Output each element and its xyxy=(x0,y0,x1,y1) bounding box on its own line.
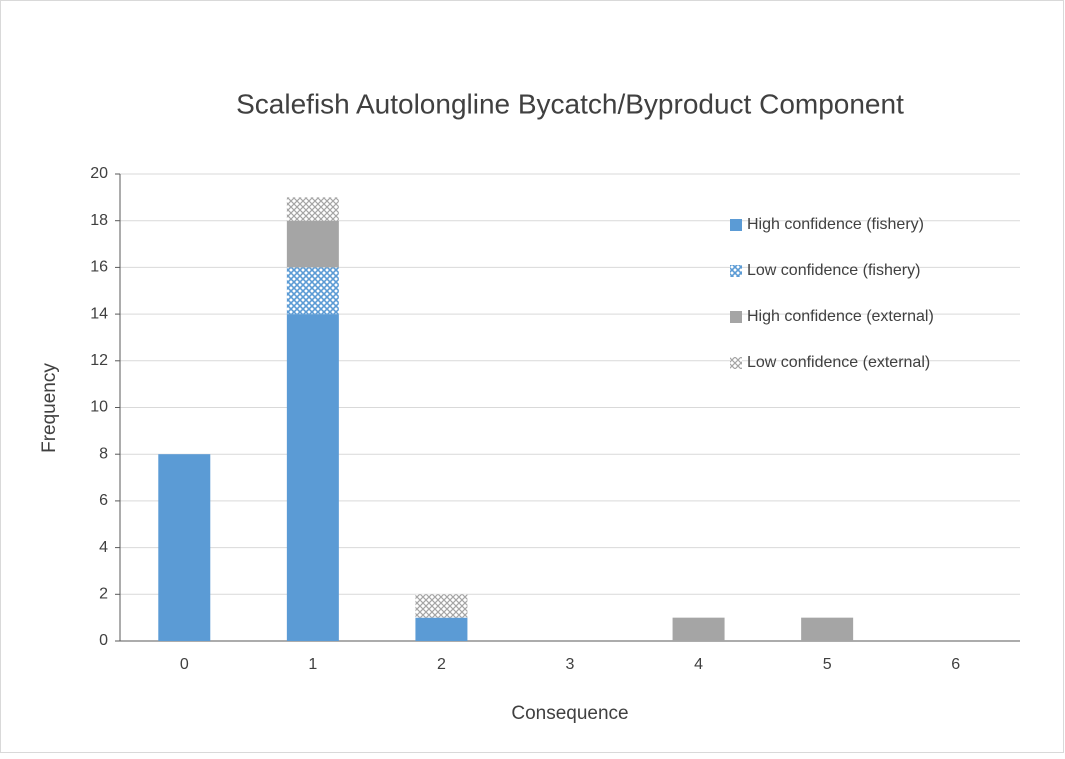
y-tick-label: 12 xyxy=(90,352,108,369)
x-tick-label: 0 xyxy=(180,656,189,673)
y-tick-label: 16 xyxy=(90,259,108,276)
legend-label: High confidence (fishery) xyxy=(747,216,924,233)
legend-swatch xyxy=(730,311,742,323)
y-tick-label: 10 xyxy=(90,399,108,416)
chart-title: Scalefish Autolongline Bycatch/Byproduct… xyxy=(236,88,904,119)
bar-segment xyxy=(286,197,339,221)
bar-segment xyxy=(286,267,339,315)
bar-segment xyxy=(158,454,211,641)
legend-swatch xyxy=(730,357,742,369)
y-tick-label: 20 xyxy=(90,165,108,182)
y-tick-label: 18 xyxy=(90,212,108,229)
y-tick-label: 8 xyxy=(99,445,108,462)
legend-swatch xyxy=(730,265,742,277)
y-tick-label: 0 xyxy=(99,632,108,649)
bar-segment xyxy=(286,314,339,641)
x-tick-label: 4 xyxy=(694,656,703,673)
x-tick-label: 1 xyxy=(308,656,317,673)
bar-segment xyxy=(801,617,854,641)
legend-label: Low confidence (external) xyxy=(747,354,930,371)
legend-label: Low confidence (fishery) xyxy=(747,262,920,279)
y-tick-label: 14 xyxy=(90,305,108,322)
y-tick-label: 6 xyxy=(99,492,108,509)
x-tick-label: 6 xyxy=(951,656,960,673)
bar-segment xyxy=(672,617,725,641)
bar-segment xyxy=(286,220,339,268)
bar-segment xyxy=(415,617,468,641)
x-axis-label: Consequence xyxy=(511,703,628,724)
bar-segment xyxy=(415,594,468,618)
y-tick-label: 4 xyxy=(99,539,108,556)
x-tick-label: 5 xyxy=(823,656,832,673)
y-axis-label: Frequency xyxy=(39,363,60,453)
legend-swatch xyxy=(730,219,742,231)
y-tick-label: 2 xyxy=(99,586,108,603)
x-tick-label: 2 xyxy=(437,656,446,673)
legend-label: High confidence (external) xyxy=(747,308,934,325)
x-tick-label: 3 xyxy=(566,656,575,673)
